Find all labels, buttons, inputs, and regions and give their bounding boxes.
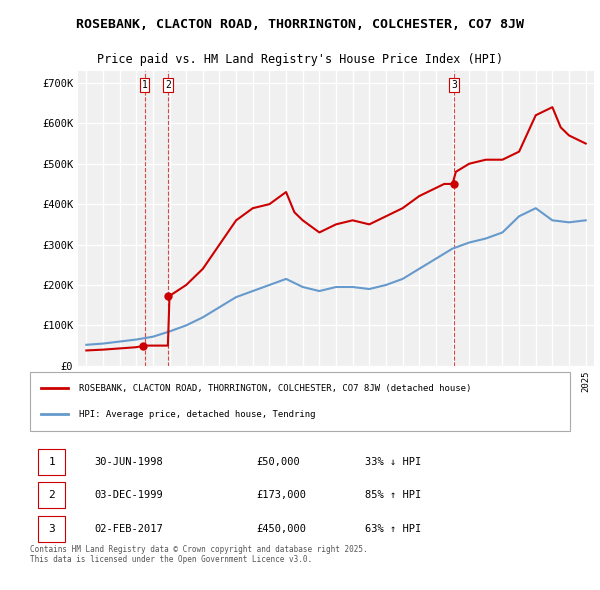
Text: 1: 1 [142, 80, 148, 90]
Text: 02-FEB-2017: 02-FEB-2017 [95, 524, 164, 534]
Text: Contains HM Land Registry data © Crown copyright and database right 2025.
This d: Contains HM Land Registry data © Crown c… [30, 545, 368, 564]
Text: 03-DEC-1999: 03-DEC-1999 [95, 490, 164, 500]
Text: ROSEBANK, CLACTON ROAD, THORRINGTON, COLCHESTER, CO7 8JW: ROSEBANK, CLACTON ROAD, THORRINGTON, COL… [76, 18, 524, 31]
Text: 2: 2 [165, 80, 171, 90]
Text: £173,000: £173,000 [257, 490, 307, 500]
Text: 2: 2 [48, 490, 55, 500]
Text: 85% ↑ HPI: 85% ↑ HPI [365, 490, 421, 500]
Text: 63% ↑ HPI: 63% ↑ HPI [365, 524, 421, 534]
Text: 3: 3 [48, 524, 55, 534]
Text: 1: 1 [48, 457, 55, 467]
FancyBboxPatch shape [38, 516, 65, 542]
Text: 30-JUN-1998: 30-JUN-1998 [95, 457, 164, 467]
Text: £50,000: £50,000 [257, 457, 301, 467]
FancyBboxPatch shape [38, 481, 65, 508]
Text: 33% ↓ HPI: 33% ↓ HPI [365, 457, 421, 467]
Text: £450,000: £450,000 [257, 524, 307, 534]
Text: Price paid vs. HM Land Registry's House Price Index (HPI): Price paid vs. HM Land Registry's House … [97, 53, 503, 66]
FancyBboxPatch shape [38, 448, 65, 475]
Text: ROSEBANK, CLACTON ROAD, THORRINGTON, COLCHESTER, CO7 8JW (detached house): ROSEBANK, CLACTON ROAD, THORRINGTON, COL… [79, 384, 471, 393]
FancyBboxPatch shape [30, 372, 570, 431]
Text: HPI: Average price, detached house, Tendring: HPI: Average price, detached house, Tend… [79, 409, 315, 419]
Text: 3: 3 [451, 80, 457, 90]
